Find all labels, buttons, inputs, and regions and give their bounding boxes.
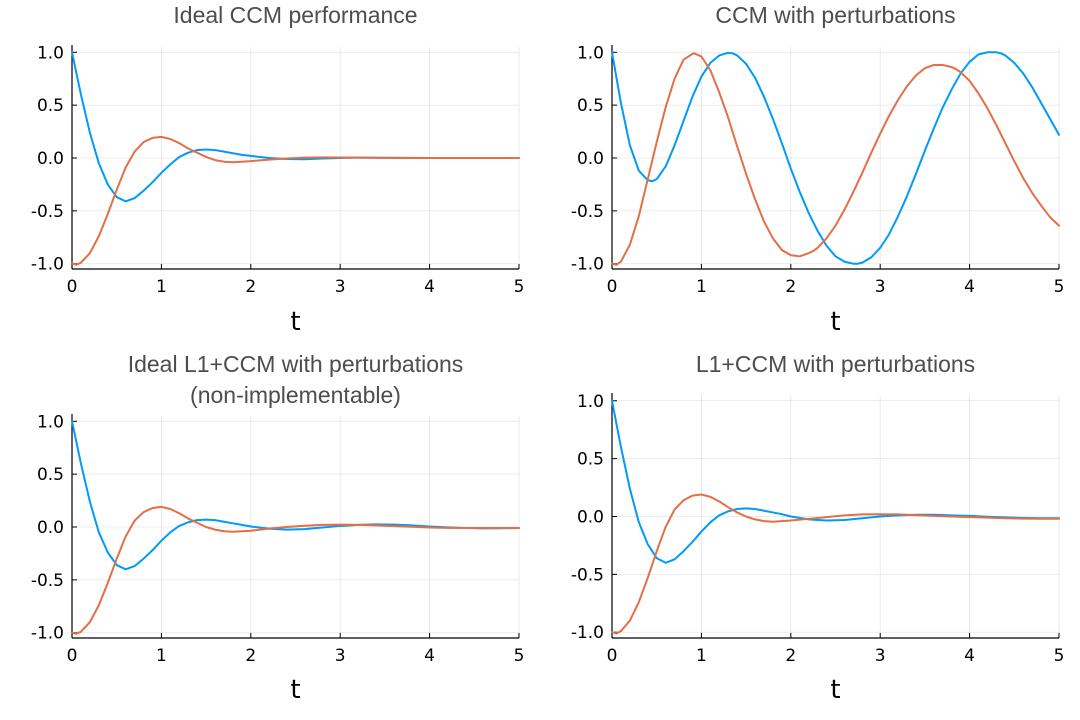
x-tick-label: 4 xyxy=(424,646,435,666)
y-tick-label: 0.5 xyxy=(37,96,64,116)
x-tick-label: 2 xyxy=(245,277,256,297)
series-line-2 xyxy=(611,52,1060,266)
y-tick-label: 1.0 xyxy=(37,412,64,432)
x-tick-label: 5 xyxy=(1054,277,1065,297)
subplot-ideal-l1-ccm: 0 1 2 3 4 5 -1.0 -0.5 0.0 0.5 1.0 Ideal L1+CCM with… xyxy=(31,351,525,705)
x-tick-label: 0 xyxy=(67,646,78,666)
y-tick-label: 0.5 xyxy=(577,96,604,116)
series-line-1 xyxy=(71,51,520,203)
x-tick-label: 1 xyxy=(156,277,167,297)
series-line-1 xyxy=(611,399,1060,564)
x-axis-label: t xyxy=(290,675,300,705)
series-line-2 xyxy=(611,493,1060,635)
x-tick-label: 3 xyxy=(875,646,886,666)
x-tick-label: 0 xyxy=(607,646,618,666)
y-tick-label: 0.5 xyxy=(577,450,604,470)
chart-title: CCM with perturbations xyxy=(715,2,955,28)
chart-title: (non-implementable) xyxy=(190,382,401,408)
subplot-ccm-perturbations: 0 1 2 3 4 5 -1.0 -0.5 0.0 0.5 1.0 CCM with perturba… xyxy=(571,2,1065,337)
y-tick-label: 0.0 xyxy=(37,149,64,169)
y-tick-label: -1.0 xyxy=(31,624,64,644)
series-line-2 xyxy=(71,505,520,635)
y-tick-label: -0.5 xyxy=(571,202,604,222)
x-tick-label: 0 xyxy=(67,277,78,297)
x-tick-label: 3 xyxy=(875,277,886,297)
chart-title: Ideal CCM performance xyxy=(173,2,417,28)
x-tick-label: 4 xyxy=(964,277,975,297)
y-tick-label: -1.0 xyxy=(31,255,64,275)
chart-title: Ideal L1+CCM with perturbations xyxy=(128,351,464,377)
x-tick-label: 1 xyxy=(696,646,707,666)
x-tick-label: 5 xyxy=(514,277,525,297)
y-tick-label: 0.0 xyxy=(577,149,604,169)
y-tick-label: 1.0 xyxy=(577,43,604,63)
y-tick-label: 0.5 xyxy=(37,465,64,485)
x-tick-label: 5 xyxy=(1054,646,1065,666)
y-tick-label: 0.0 xyxy=(577,508,604,528)
y-tick-label: -0.5 xyxy=(31,571,64,591)
subplot-l1-ccm: 0 1 2 3 4 5 -1.0 -0.5 0.0 0.5 1.0 L1+CCM with pertu… xyxy=(571,351,1065,705)
x-tick-label: 4 xyxy=(964,646,975,666)
subplot-ideal-ccm: 0 1 2 3 4 5 -1.0 -0.5 0.0 0.5 1.0 Ideal CCM perform… xyxy=(31,2,525,337)
x-axis-label: t xyxy=(830,675,840,705)
y-tick-label: 1.0 xyxy=(37,43,64,63)
x-tick-label: 1 xyxy=(696,277,707,297)
x-tick-label: 2 xyxy=(245,646,256,666)
x-tick-label: 5 xyxy=(514,646,525,666)
y-tick-label: 0.0 xyxy=(37,518,64,538)
x-axis-label: t xyxy=(290,307,300,337)
x-axis-label: t xyxy=(830,307,840,337)
y-tick-label: 1.0 xyxy=(577,392,604,412)
chart-title: L1+CCM with perturbations xyxy=(696,351,975,377)
x-tick-label: 4 xyxy=(424,277,435,297)
series-line-2 xyxy=(71,135,520,266)
x-tick-label: 0 xyxy=(607,277,618,297)
series-line-1 xyxy=(611,51,1060,265)
x-tick-label: 3 xyxy=(335,277,346,297)
y-tick-label: -0.5 xyxy=(31,202,64,222)
series-line-1 xyxy=(71,420,520,571)
y-tick-label: -0.5 xyxy=(571,565,604,585)
y-tick-label: -1.0 xyxy=(571,255,604,275)
x-tick-label: 3 xyxy=(335,646,346,666)
x-tick-label: 2 xyxy=(785,646,796,666)
x-tick-label: 1 xyxy=(156,646,167,666)
x-tick-label: 2 xyxy=(785,277,796,297)
y-tick-label: -1.0 xyxy=(571,623,604,643)
